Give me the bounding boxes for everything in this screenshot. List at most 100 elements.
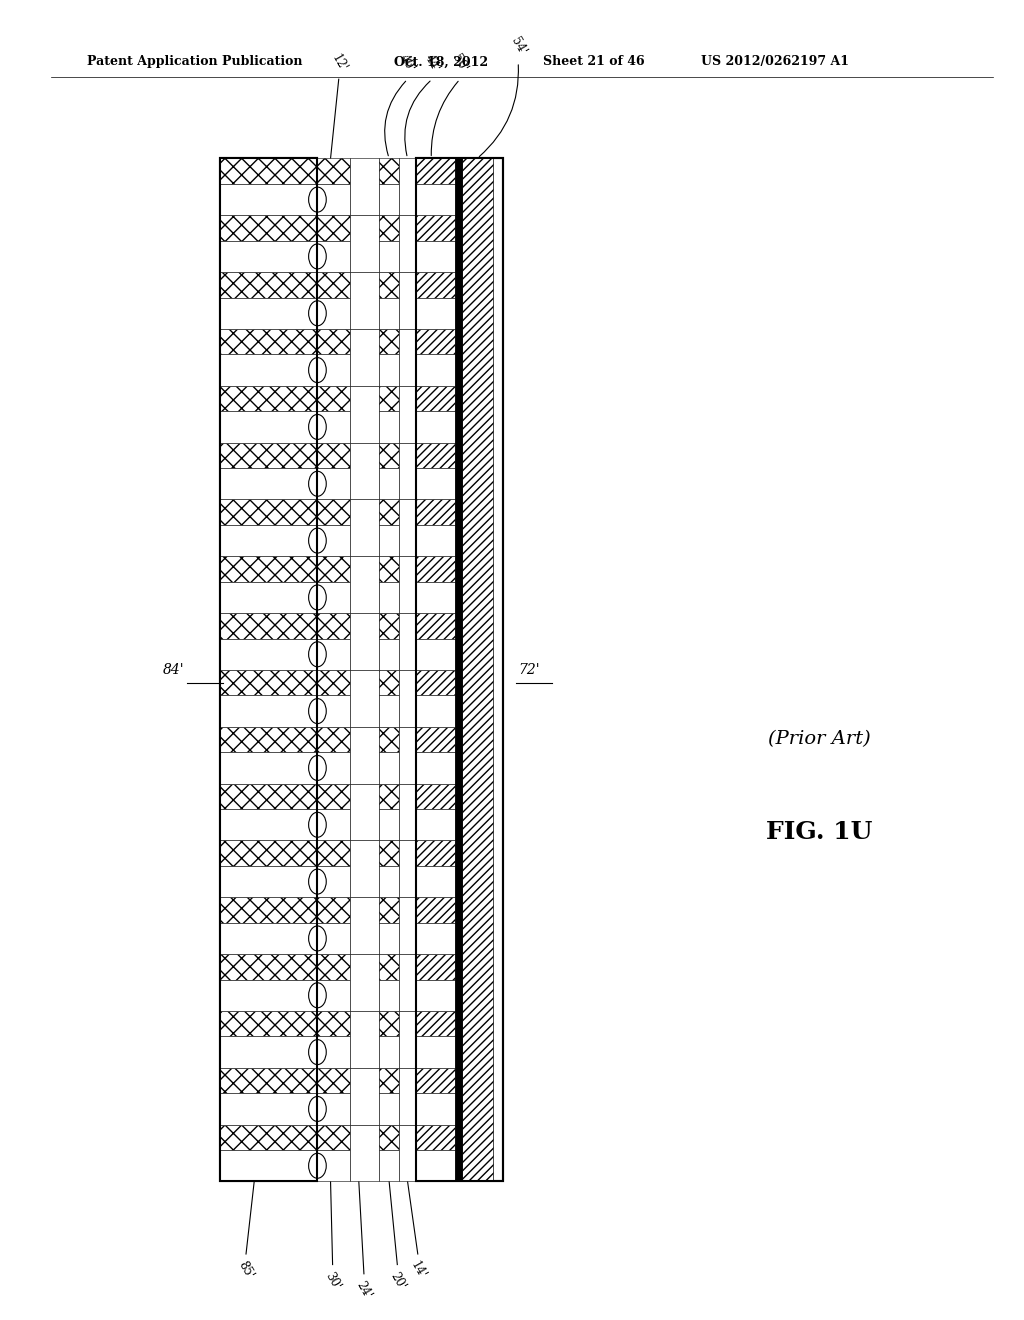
Bar (399, 442, 416, 499)
Bar (350, 1068, 379, 1125)
Bar (350, 727, 379, 784)
Bar (379, 784, 399, 809)
Bar (317, 385, 350, 412)
Bar (416, 525, 455, 556)
Bar (220, 612, 317, 639)
Bar (399, 329, 416, 385)
Bar (416, 582, 455, 612)
Bar (220, 784, 317, 809)
Bar (379, 979, 399, 1011)
Bar (220, 355, 317, 385)
Bar (379, 1125, 399, 1150)
Bar (379, 183, 399, 215)
Bar (416, 979, 455, 1011)
Ellipse shape (308, 983, 327, 1007)
Ellipse shape (308, 812, 327, 837)
Bar (220, 696, 317, 727)
Bar (317, 525, 350, 556)
Bar (399, 898, 416, 954)
Ellipse shape (308, 414, 327, 440)
Bar (379, 727, 399, 752)
Bar (416, 1150, 455, 1181)
Ellipse shape (308, 1040, 327, 1065)
Bar (379, 556, 399, 582)
Bar (379, 696, 399, 727)
Bar (220, 158, 317, 183)
Bar (379, 1036, 399, 1068)
Bar (379, 671, 399, 696)
Bar (317, 752, 350, 784)
Bar (317, 272, 350, 297)
Ellipse shape (308, 1097, 327, 1122)
Bar (416, 1011, 455, 1036)
Bar (379, 329, 399, 355)
Bar (416, 612, 455, 639)
Bar (416, 556, 455, 582)
Bar (220, 1068, 317, 1093)
Bar (317, 612, 350, 639)
Bar (379, 866, 399, 898)
Bar (220, 183, 317, 215)
Bar (317, 215, 350, 240)
Bar (379, 240, 399, 272)
Text: (Prior Art): (Prior Art) (768, 730, 870, 748)
Bar (220, 639, 317, 671)
Bar (416, 784, 455, 809)
Bar (220, 923, 317, 954)
Bar (220, 499, 317, 525)
Bar (399, 954, 416, 1011)
Ellipse shape (308, 471, 327, 496)
Bar (416, 1125, 455, 1150)
Bar (220, 158, 317, 1181)
Bar (220, 1150, 317, 1181)
Bar (317, 469, 350, 499)
Bar (220, 727, 317, 752)
Bar (317, 1011, 350, 1036)
Bar (416, 158, 503, 1181)
Bar (220, 442, 317, 469)
Bar (317, 240, 350, 272)
Text: 72': 72' (518, 663, 540, 677)
Bar (220, 240, 317, 272)
Bar (416, 183, 455, 215)
Bar (379, 1068, 399, 1093)
Bar (317, 954, 350, 979)
Bar (416, 469, 455, 499)
Bar (399, 841, 416, 898)
Bar (416, 240, 455, 272)
Text: 12': 12' (329, 51, 349, 74)
Bar (416, 215, 455, 240)
Bar (220, 412, 317, 442)
Bar (317, 1125, 350, 1150)
Text: 30': 30' (323, 1270, 343, 1292)
Text: 50': 50' (450, 51, 470, 74)
Text: Oct. 18, 2012: Oct. 18, 2012 (394, 55, 488, 69)
Text: 54': 54' (508, 34, 528, 57)
Bar (416, 671, 455, 696)
Bar (220, 1036, 317, 1068)
Bar (416, 1036, 455, 1068)
Bar (220, 525, 317, 556)
Bar (350, 671, 379, 727)
Ellipse shape (308, 585, 327, 610)
Ellipse shape (308, 528, 327, 553)
Bar (416, 499, 455, 525)
Ellipse shape (308, 1154, 327, 1179)
Bar (455, 158, 462, 1181)
Bar (317, 329, 350, 355)
Ellipse shape (308, 869, 327, 894)
Bar (317, 979, 350, 1011)
Bar (350, 954, 379, 1011)
Bar (317, 841, 350, 866)
Bar (317, 499, 350, 525)
Bar (379, 158, 399, 183)
Bar (379, 412, 399, 442)
Bar (416, 272, 455, 297)
Bar (379, 923, 399, 954)
Bar (350, 499, 379, 556)
Bar (220, 1011, 317, 1036)
Ellipse shape (308, 187, 327, 213)
Bar (317, 784, 350, 809)
Bar (416, 1093, 455, 1125)
Bar (379, 752, 399, 784)
